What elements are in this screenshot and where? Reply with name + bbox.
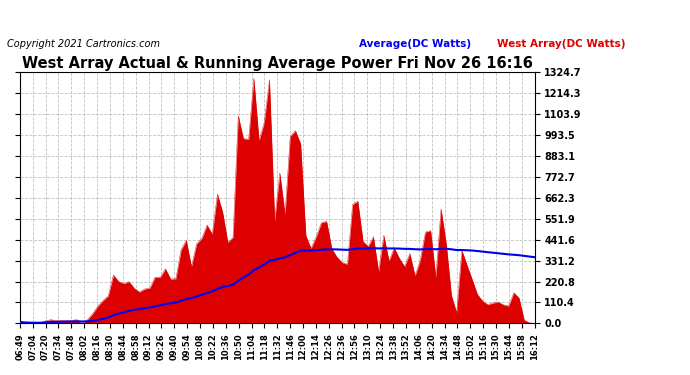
- Text: Average(DC Watts): Average(DC Watts): [359, 39, 471, 50]
- Text: West Array(DC Watts): West Array(DC Watts): [497, 39, 625, 50]
- Text: Copyright 2021 Cartronics.com: Copyright 2021 Cartronics.com: [7, 39, 160, 50]
- Title: West Array Actual & Running Average Power Fri Nov 26 16:16: West Array Actual & Running Average Powe…: [22, 56, 533, 71]
